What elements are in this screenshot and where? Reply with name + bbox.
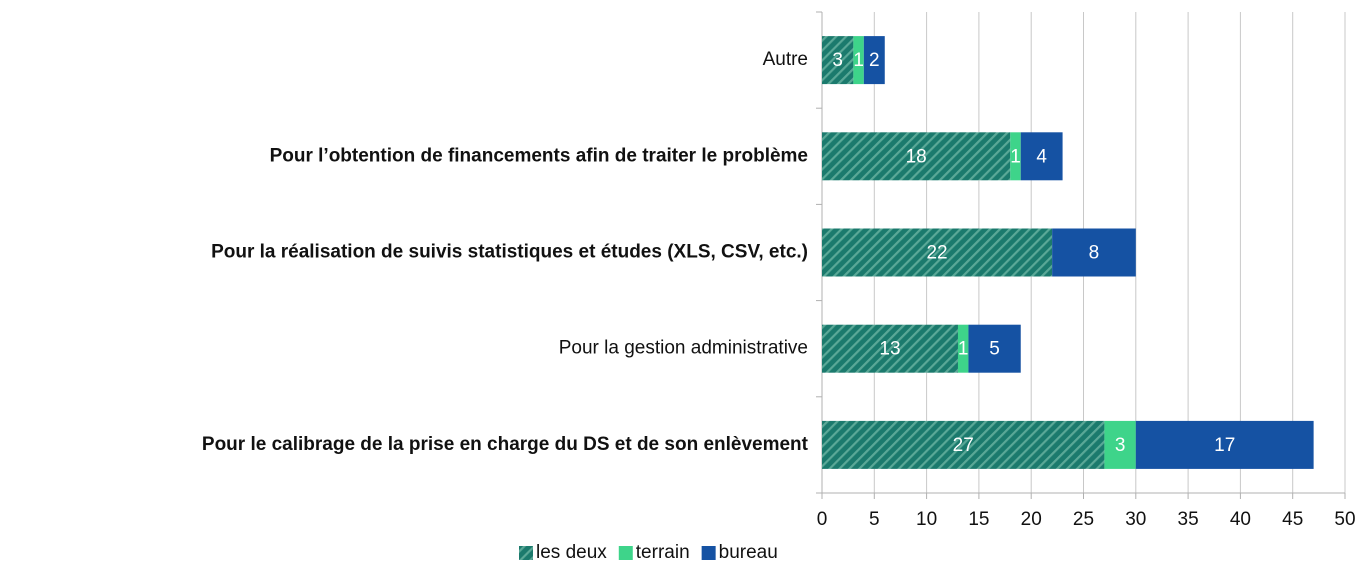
bar-segment [1135,420,1314,469]
bar-segment [853,36,864,85]
x-tick-label: 30 [1125,509,1146,530]
bar-segment [1020,132,1063,181]
legend-swatch [519,546,533,560]
value-label: 3 [832,50,843,71]
value-label: 1 [1010,146,1021,167]
bar-segment [822,36,854,85]
y-tick-label: Autre [763,49,808,70]
value-label: 4 [1036,146,1047,167]
bar-segment [957,324,969,373]
value-label: 8 [1089,243,1100,264]
x-tick-label: 10 [916,509,937,530]
x-tick-label: 15 [968,509,989,530]
value-label: 18 [906,146,927,167]
value-label: 22 [926,243,947,264]
x-tick-label: 35 [1178,509,1199,530]
value-label: 27 [953,435,974,456]
value-label: 1 [853,50,864,71]
x-tick-label: 25 [1073,509,1094,530]
x-tick-label: 5 [869,509,880,530]
legend-swatch [618,546,633,560]
bar-segment [822,228,1053,277]
value-label: 5 [989,339,1000,360]
legend-label: les deux [536,542,607,563]
value-label: 13 [879,339,900,360]
bar-segment [1052,228,1136,277]
legend-label: bureau [719,542,778,563]
legend-swatch [701,546,716,560]
y-tick-label: Pour la réalisation de suivis statistiqu… [211,242,808,263]
legend-label: terrain [636,542,690,563]
value-label: 17 [1214,435,1235,456]
y-tick-label: Pour le calibrage de la prise en charge … [202,434,809,455]
bar-segment [822,132,1011,181]
bar-segment [1010,132,1021,181]
bar-segment [863,36,885,85]
bar-segment [822,324,958,373]
value-label: 1 [958,339,969,360]
x-tick-label: 0 [817,509,828,530]
value-label: 2 [869,50,880,71]
bar-segment [822,420,1105,469]
x-tick-label: 45 [1282,509,1303,530]
bar-segment [968,324,1021,373]
value-label: 3 [1115,435,1126,456]
y-tick-label: Pour l’obtention de financements afin de… [270,145,808,166]
bar-segment [1104,420,1136,469]
x-tick-label: 50 [1334,509,1355,530]
y-tick-label: Pour la gestion administrative [559,338,808,359]
x-tick-label: 20 [1021,509,1042,530]
x-tick-label: 40 [1230,509,1251,530]
